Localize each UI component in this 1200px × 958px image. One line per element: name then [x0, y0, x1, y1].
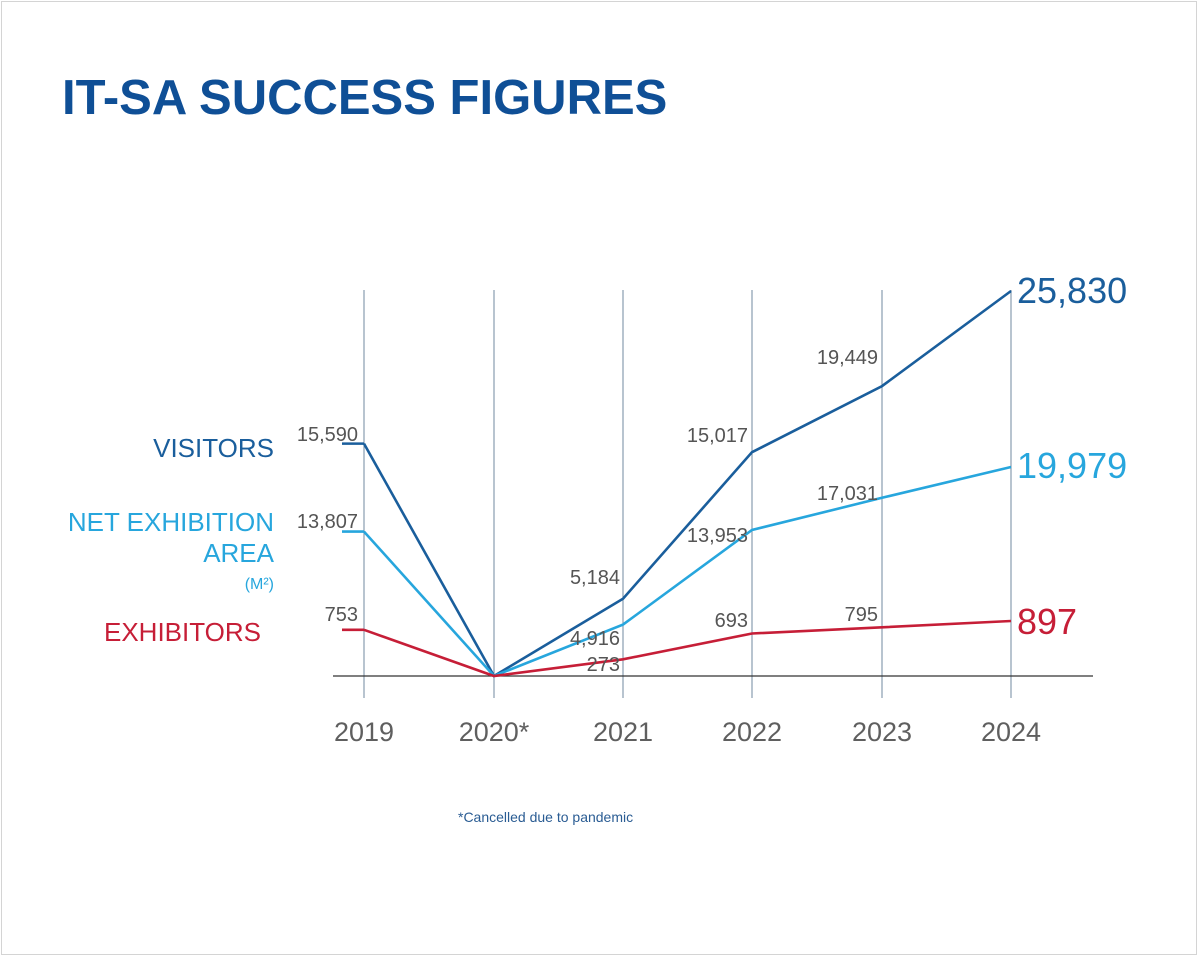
- net_exhibition_area-data-label-2023: 17,031: [817, 483, 878, 505]
- net_exhibition_area-line: [363, 465, 1012, 678]
- visitors-data-label-2023: 19,449: [817, 347, 878, 369]
- x-tick-label-2023: 2023: [852, 717, 912, 747]
- visitors-data-label-2022: 15,017: [687, 425, 748, 447]
- legend-label-visitors: VISITORS: [153, 433, 274, 463]
- visitors-data-label-2019: 15,590: [297, 424, 358, 446]
- exhibitors-data-label-2022: 693: [715, 610, 748, 632]
- x-tick-label-2021: 2021: [593, 717, 653, 747]
- net_exhibition_area-data-label-2021: 4,916: [570, 628, 620, 650]
- legend-label-net-exhibition-area: NET EXHIBITION: [68, 507, 274, 537]
- x-tick-label-2019: 2019: [334, 717, 394, 747]
- exhibitors-data-label-2021: 273: [587, 654, 620, 676]
- page-title: IT-SA SUCCESS FIGURES: [62, 71, 668, 125]
- exhibitors-data-label-2024: 897: [1017, 601, 1077, 642]
- legend-label-net-exhibition-area-line2: AREA: [203, 538, 274, 568]
- visitors-data-label-2021: 5,184: [570, 567, 620, 589]
- legend-label-net-exhibition-area-unit: (M²): [245, 576, 274, 593]
- legend-label-exhibitors: EXHIBITORS: [104, 617, 261, 647]
- exhibitors-line: [363, 619, 1012, 678]
- net_exhibition_area-data-label-2022: 13,953: [687, 525, 748, 547]
- x-tick-label-2022: 2022: [722, 717, 782, 747]
- x-tick-label-2024: 2024: [981, 717, 1041, 747]
- footnote: *Cancelled due to pandemic: [458, 809, 634, 825]
- x-tick-label-2020: 2020*: [459, 717, 530, 747]
- visitors-line: [362, 289, 1012, 678]
- visitors-data-label-2024: 25,830: [1017, 270, 1127, 311]
- exhibitors-data-label-2019: 753: [325, 604, 358, 626]
- net_exhibition_area-data-label-2019: 13,807: [297, 511, 358, 533]
- exhibitors-data-label-2023: 795: [845, 604, 878, 626]
- net_exhibition_area-data-label-2024: 19,979: [1017, 445, 1127, 486]
